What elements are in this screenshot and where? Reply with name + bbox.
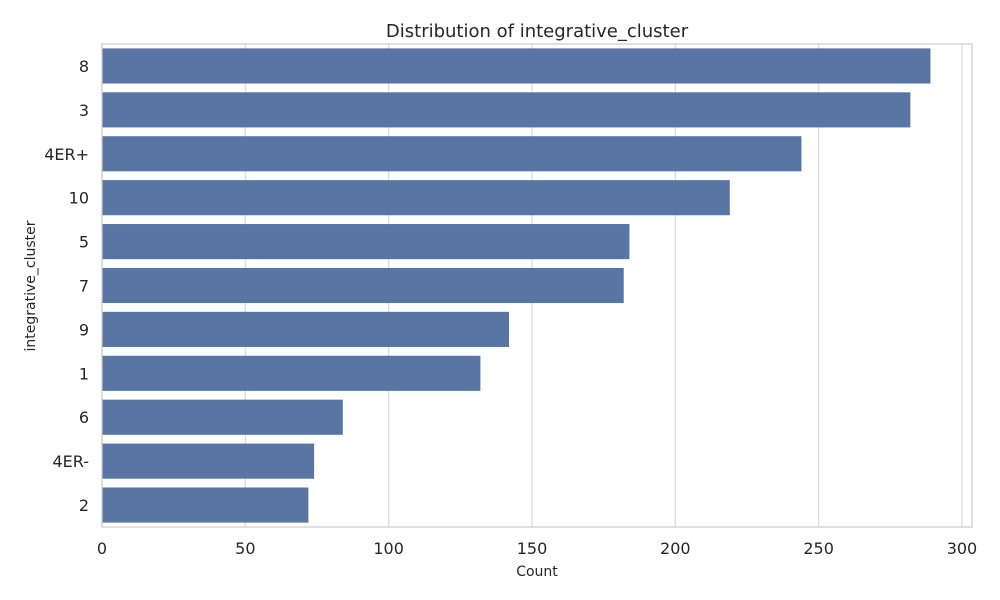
- x-tick-label: 250: [803, 539, 834, 558]
- bar-4ER+: [102, 136, 802, 172]
- bar-5: [102, 224, 630, 260]
- bar-3: [102, 92, 911, 128]
- y-tick-label: 5: [79, 233, 89, 252]
- bar-8: [102, 48, 931, 84]
- y-tick-label: 3: [79, 101, 89, 120]
- x-tick-label: 150: [517, 539, 548, 558]
- bar-1: [102, 355, 481, 391]
- x-tick-label: 50: [235, 539, 255, 558]
- y-tick-label: 8: [79, 57, 89, 76]
- chart-title: Distribution of integrative_cluster: [386, 21, 689, 42]
- y-tick-label: 4ER+: [44, 145, 89, 164]
- bar-6: [102, 399, 343, 435]
- y-tick-label: 10: [69, 189, 89, 208]
- bar-10: [102, 180, 730, 216]
- bar-series: [102, 48, 931, 523]
- bar-2: [102, 487, 309, 523]
- y-tick-label: 2: [79, 496, 89, 515]
- y-tick-label: 4ER-: [52, 452, 89, 471]
- x-tick-labels: 0 50 100 150 200 250 300: [97, 539, 977, 558]
- x-tick-label: 0: [97, 539, 107, 558]
- x-axis-label: Count: [516, 564, 558, 580]
- y-tick-label: 6: [79, 408, 89, 427]
- bar-9: [102, 311, 510, 347]
- y-tick-label: 9: [79, 320, 89, 339]
- x-tick-label: 200: [660, 539, 691, 558]
- y-tick-label: 1: [79, 364, 89, 383]
- bar-4ER-: [102, 443, 315, 479]
- x-tick-label: 300: [947, 539, 978, 558]
- bar-7: [102, 267, 624, 304]
- y-tick-label: 7: [79, 277, 89, 296]
- y-tick-labels: 8 3 4ER+ 10 5 7 9 1 6 4ER- 2: [44, 57, 89, 515]
- x-tick-label: 100: [373, 539, 404, 558]
- plot-area-frame: [101, 43, 973, 528]
- y-axis-label: integrative_cluster: [23, 220, 39, 351]
